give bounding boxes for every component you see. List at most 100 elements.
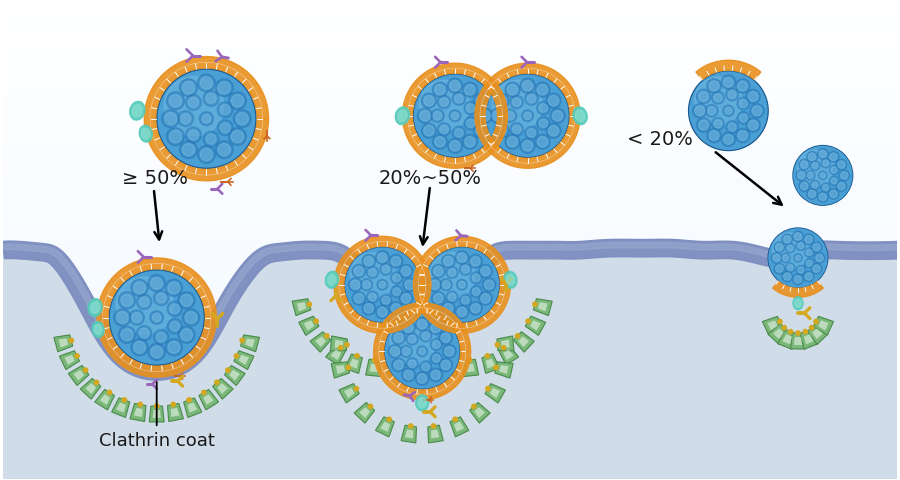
Polygon shape: [402, 64, 508, 169]
Circle shape: [806, 189, 817, 200]
Circle shape: [805, 273, 813, 281]
Circle shape: [746, 119, 760, 133]
Text: Clathrin coat: Clathrin coat: [99, 382, 214, 449]
Polygon shape: [344, 388, 355, 398]
Circle shape: [379, 282, 386, 288]
Circle shape: [150, 277, 163, 289]
Circle shape: [402, 348, 410, 356]
Bar: [3, 216, 897, 224]
Circle shape: [152, 313, 161, 322]
Circle shape: [400, 346, 412, 358]
Polygon shape: [518, 336, 529, 348]
Circle shape: [229, 128, 247, 146]
Polygon shape: [334, 237, 431, 334]
Circle shape: [215, 381, 219, 385]
Circle shape: [203, 91, 219, 107]
Circle shape: [218, 82, 230, 95]
Circle shape: [771, 253, 782, 264]
Circle shape: [482, 278, 496, 292]
Circle shape: [364, 304, 374, 313]
Circle shape: [157, 293, 166, 303]
Circle shape: [778, 320, 782, 324]
Polygon shape: [230, 370, 240, 381]
Circle shape: [162, 110, 180, 128]
Circle shape: [520, 139, 536, 154]
Polygon shape: [500, 365, 508, 374]
Circle shape: [348, 278, 362, 292]
Polygon shape: [431, 430, 439, 439]
Circle shape: [380, 295, 392, 307]
Circle shape: [366, 291, 379, 303]
Circle shape: [811, 242, 822, 253]
Polygon shape: [380, 421, 391, 432]
Circle shape: [492, 81, 542, 131]
Circle shape: [793, 275, 804, 285]
Circle shape: [443, 345, 456, 359]
Circle shape: [721, 76, 735, 90]
Circle shape: [392, 331, 405, 345]
Circle shape: [177, 111, 194, 127]
Circle shape: [723, 106, 734, 117]
Polygon shape: [475, 64, 580, 169]
Circle shape: [537, 137, 548, 148]
Circle shape: [185, 128, 202, 144]
Circle shape: [119, 326, 136, 344]
Circle shape: [391, 286, 402, 298]
Circle shape: [185, 312, 197, 324]
Circle shape: [786, 264, 795, 273]
Polygon shape: [773, 329, 784, 339]
Circle shape: [394, 333, 403, 343]
Circle shape: [447, 79, 463, 94]
Circle shape: [430, 253, 475, 299]
Circle shape: [401, 294, 410, 303]
Circle shape: [454, 129, 464, 138]
Polygon shape: [482, 354, 500, 373]
Polygon shape: [304, 321, 314, 331]
Circle shape: [796, 256, 801, 261]
Circle shape: [178, 326, 195, 344]
Circle shape: [183, 309, 200, 326]
Polygon shape: [330, 336, 347, 351]
Polygon shape: [59, 351, 79, 370]
Circle shape: [814, 320, 818, 324]
Circle shape: [94, 381, 99, 385]
Circle shape: [464, 137, 475, 148]
Polygon shape: [345, 354, 363, 373]
Bar: [3, 288, 897, 296]
Circle shape: [810, 161, 820, 171]
Circle shape: [157, 333, 166, 342]
Circle shape: [546, 124, 561, 139]
Circle shape: [432, 83, 447, 98]
Polygon shape: [149, 406, 164, 422]
Circle shape: [728, 124, 736, 132]
Circle shape: [838, 183, 845, 191]
Circle shape: [725, 89, 739, 102]
Circle shape: [197, 75, 215, 93]
Circle shape: [437, 96, 451, 109]
Circle shape: [695, 107, 705, 117]
Polygon shape: [405, 430, 413, 439]
Circle shape: [197, 146, 215, 164]
Circle shape: [774, 242, 785, 253]
Bar: [3, 153, 897, 160]
Polygon shape: [171, 408, 179, 417]
Polygon shape: [339, 384, 359, 403]
Circle shape: [782, 234, 793, 245]
Circle shape: [409, 424, 413, 428]
Circle shape: [389, 302, 403, 315]
Circle shape: [428, 278, 442, 292]
Polygon shape: [349, 359, 358, 369]
Ellipse shape: [506, 275, 515, 286]
Circle shape: [401, 368, 416, 382]
Circle shape: [800, 183, 808, 191]
Circle shape: [355, 354, 359, 359]
Polygon shape: [3, 240, 898, 380]
Circle shape: [391, 358, 395, 362]
Circle shape: [512, 98, 521, 107]
Circle shape: [788, 265, 793, 271]
Circle shape: [805, 248, 814, 258]
Polygon shape: [68, 366, 89, 386]
Circle shape: [346, 365, 350, 370]
Circle shape: [836, 181, 847, 192]
Bar: [3, 1, 897, 9]
